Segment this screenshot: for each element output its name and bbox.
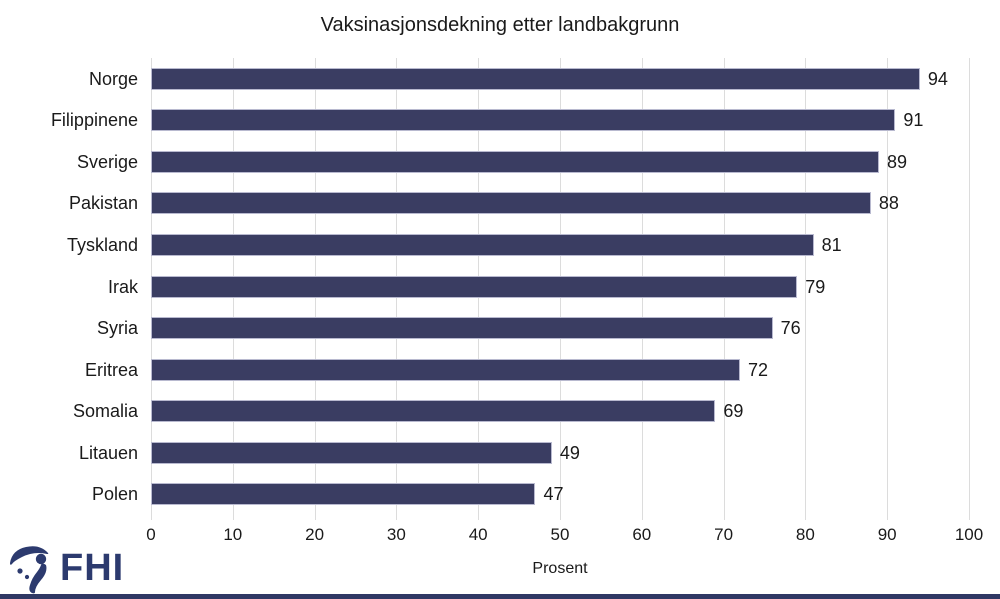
- value-label: 79: [805, 276, 826, 297]
- bar: [151, 441, 552, 464]
- category-label: Syria: [96, 318, 138, 339]
- x-tick-label: 10: [223, 525, 243, 544]
- bottom-accent-strip: [0, 594, 1000, 599]
- category-label: Polen: [91, 484, 138, 505]
- x-tick-label: 60: [632, 525, 652, 544]
- category-label: Litauen: [78, 442, 138, 463]
- value-label: 76: [780, 318, 801, 339]
- category-label: Pakistan: [68, 193, 138, 214]
- value-label: 47: [543, 484, 564, 505]
- x-tick-label: 20: [305, 525, 325, 544]
- gridline: [969, 58, 970, 520]
- bar: [151, 233, 814, 256]
- bar: [151, 109, 896, 132]
- value-label: 88: [878, 193, 899, 214]
- x-axis-label: Prosent: [532, 560, 588, 577]
- fhi-figure-icon: [10, 546, 49, 594]
- value-label: 94: [927, 68, 948, 89]
- gridline: [805, 58, 807, 520]
- category-label: Tyskland: [66, 234, 138, 255]
- value-label: 49: [559, 442, 580, 463]
- x-tick-label: 50: [550, 525, 570, 544]
- bar: [151, 275, 798, 298]
- x-tick-label: 40: [468, 525, 488, 544]
- value-label: 69: [723, 401, 744, 422]
- gridline: [887, 58, 889, 520]
- x-tick-label: 0: [146, 525, 156, 544]
- category-label: Somalia: [72, 401, 138, 422]
- value-label: 72: [747, 359, 768, 380]
- x-tick-label: 70: [714, 525, 734, 544]
- fhi-logo-text: FHI: [60, 547, 125, 589]
- bar: [151, 400, 716, 423]
- bar: [151, 192, 871, 215]
- bar: [151, 67, 920, 90]
- bar: [151, 483, 536, 506]
- value-label: 91: [903, 110, 924, 131]
- x-tick-label: 30: [386, 525, 406, 544]
- value-label: 89: [887, 151, 908, 172]
- category-label: Filippinene: [50, 110, 138, 131]
- category-label: Sverige: [76, 151, 138, 172]
- chart-title: Vaksinasjonsdekning etter landbakgrunn: [320, 14, 680, 36]
- category-label: Norge: [88, 68, 138, 89]
- x-tick-label: 80: [795, 525, 815, 544]
- category-label: Irak: [107, 276, 138, 297]
- bar: [151, 358, 740, 381]
- category-label: Eritrea: [84, 359, 138, 380]
- bar: [151, 150, 880, 173]
- x-tick-label: 100: [954, 525, 984, 544]
- fhi-logo: FHI: [8, 542, 124, 594]
- bar: [151, 317, 773, 340]
- value-label: 81: [821, 234, 842, 255]
- x-tick-label: 90: [877, 525, 897, 544]
